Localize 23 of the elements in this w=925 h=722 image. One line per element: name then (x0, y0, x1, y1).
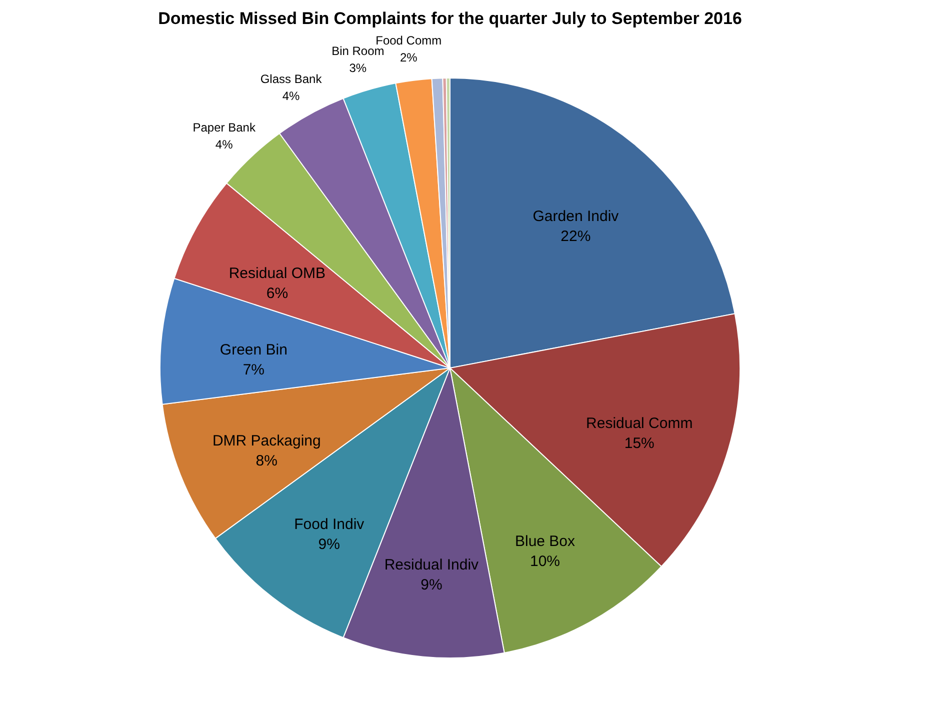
slice-label: Green Bin (220, 341, 288, 358)
slice-label: Food Indiv (294, 516, 365, 533)
chart-title: Domestic Missed Bin Complaints for the quarter July to September 2016 (158, 9, 742, 28)
slice-label: Blue Box (514, 532, 576, 550)
slice-label: Residual Comm (586, 415, 693, 432)
slice-label: Paper Bank (192, 120, 256, 134)
data-label: 6% (266, 285, 288, 302)
data-label: 15% (624, 435, 654, 452)
slice-label: Residual Indiv (384, 556, 480, 574)
slice-label: DMR Packaging (212, 432, 321, 450)
data-label: 4% (215, 137, 234, 152)
data-label: 2% (400, 50, 418, 65)
data-label: 8% (256, 452, 278, 470)
slice-label: Glass Bank (260, 72, 323, 86)
data-label: 10% (530, 552, 560, 570)
data-label: 9% (420, 576, 442, 594)
slice-label: Residual OMB (228, 265, 326, 282)
data-label: 9% (318, 536, 340, 553)
data-label: 7% (242, 361, 265, 378)
slice-label: Garden Indiv (532, 208, 620, 226)
data-label: 22% (560, 228, 591, 246)
data-label: 4% (282, 88, 300, 103)
data-label: 3% (349, 61, 367, 76)
